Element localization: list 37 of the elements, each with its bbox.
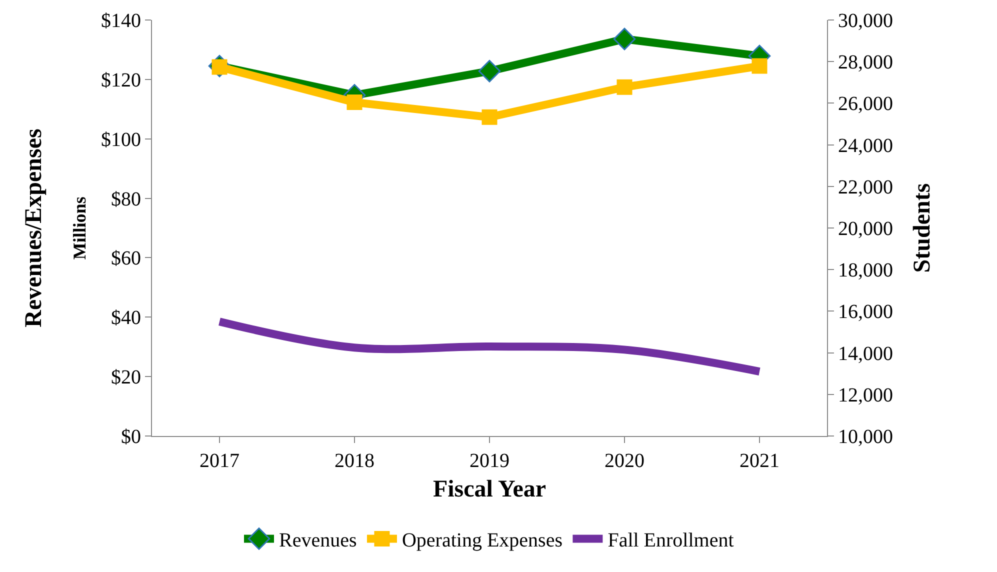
y-tick-label: $100 <box>101 128 141 151</box>
legend-label: Fall Enrollment <box>608 530 734 552</box>
y-tick-label: $80 <box>111 188 141 210</box>
text: Millions <box>70 196 90 260</box>
y2-tick-label: 12,000 <box>838 384 893 406</box>
y2-tick-label: 26,000 <box>838 93 893 116</box>
y2-tick-label: 10,000 <box>838 426 893 448</box>
x-tick-label: 2021 <box>740 450 780 472</box>
x-tick-label: 2017 <box>200 450 240 472</box>
y-tick-label: $120 <box>101 69 141 92</box>
x-axis-title: Fiscal Year <box>432 476 546 502</box>
y2-tick-label: 22,000 <box>838 176 893 198</box>
y2-axis-title: Students <box>909 183 936 273</box>
y-tick-label: $20 <box>111 366 141 389</box>
y-tick-label: $60 <box>111 248 141 270</box>
legend-label: Revenues <box>279 530 357 552</box>
point <box>482 109 498 125</box>
x-tick-label: 2020 <box>604 450 644 472</box>
x-tick-label: 2018 <box>334 450 374 472</box>
y2-tick-label: 18,000 <box>838 260 893 282</box>
y-tick-label: $140 <box>101 10 141 32</box>
legend-label: Operating Expenses <box>402 530 563 552</box>
point <box>752 58 768 74</box>
y-tick-label: $0 <box>121 426 141 448</box>
x-tick-label: 2019 <box>470 450 510 472</box>
y-axis-title: Revenues/Expenses <box>21 128 48 328</box>
point <box>616 79 632 95</box>
y2-tick-label: 20,000 <box>838 218 893 240</box>
y2-tick-label: 14,000 <box>838 342 893 365</box>
point <box>613 28 636 50</box>
point <box>346 94 362 110</box>
point <box>478 60 501 82</box>
y2-tick-label: 28,000 <box>838 52 893 74</box>
y2-tick-label: 16,000 <box>838 301 893 324</box>
y2-tick-label: 30,000 <box>838 10 893 32</box>
y-tick-label: $40 <box>111 307 141 330</box>
y2-tick-label: 24,000 <box>838 134 893 157</box>
